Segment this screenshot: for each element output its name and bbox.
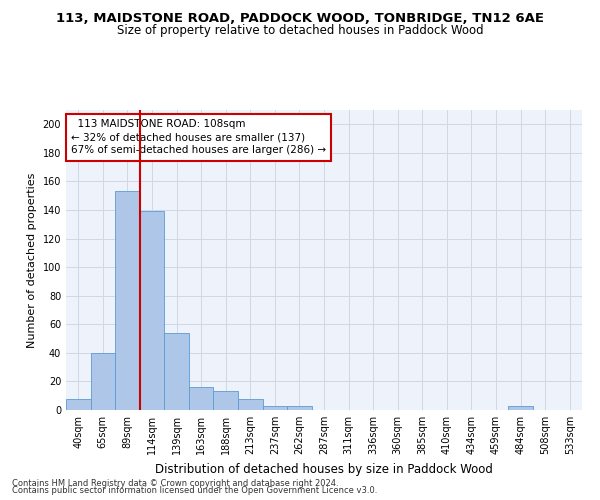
Bar [263,406,287,410]
Bar [140,212,164,410]
Text: Size of property relative to detached houses in Paddock Wood: Size of property relative to detached ho… [116,24,484,37]
Text: Contains HM Land Registry data © Crown copyright and database right 2024.: Contains HM Land Registry data © Crown c… [12,478,338,488]
Bar [287,406,312,410]
Y-axis label: Number of detached properties: Number of detached properties [27,172,37,348]
Bar [115,192,140,410]
Text: 113, MAIDSTONE ROAD, PADDOCK WOOD, TONBRIDGE, TN12 6AE: 113, MAIDSTONE ROAD, PADDOCK WOOD, TONBR… [56,12,544,26]
Bar [66,398,91,410]
Bar [508,406,533,410]
Bar [238,398,263,410]
Text: 113 MAIDSTONE ROAD: 108sqm
← 32% of detached houses are smaller (137)
67% of sem: 113 MAIDSTONE ROAD: 108sqm ← 32% of deta… [71,119,326,156]
Bar [189,387,214,410]
Bar [164,333,189,410]
Bar [91,353,115,410]
Text: Contains public sector information licensed under the Open Government Licence v3: Contains public sector information licen… [12,486,377,495]
X-axis label: Distribution of detached houses by size in Paddock Wood: Distribution of detached houses by size … [155,462,493,475]
Bar [214,392,238,410]
